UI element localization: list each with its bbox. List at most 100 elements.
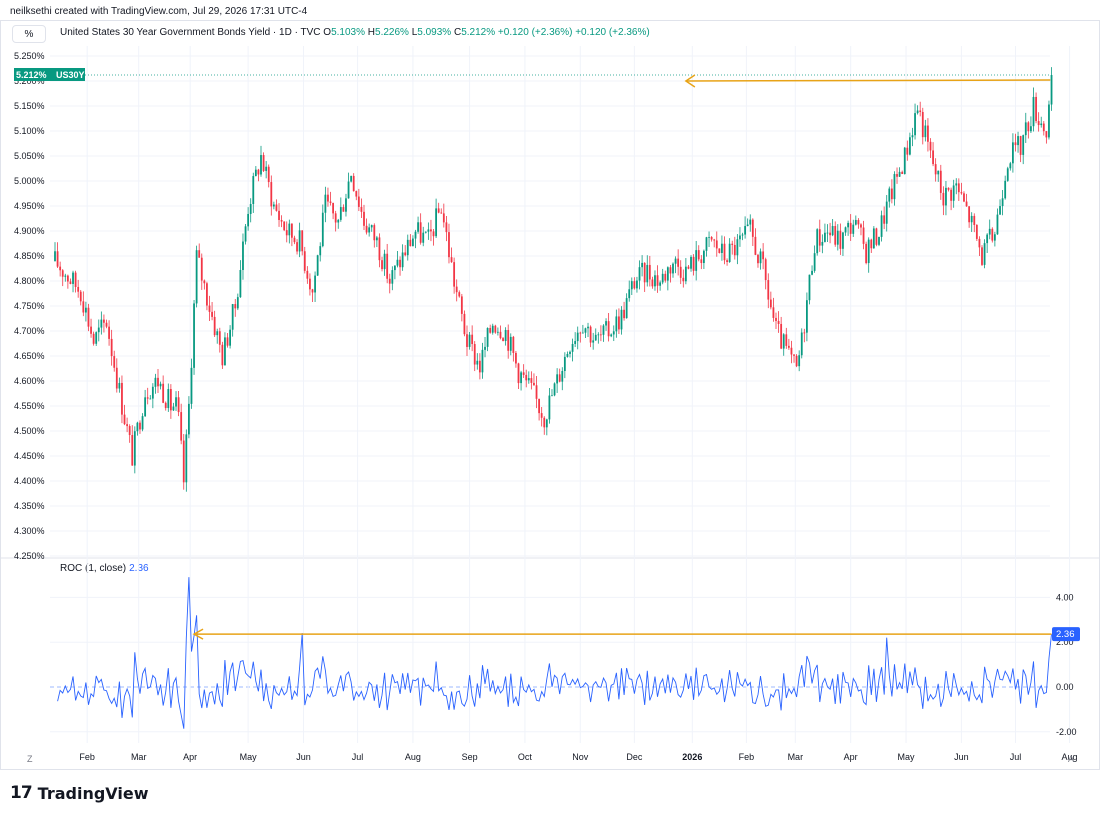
candle-body — [751, 219, 754, 237]
candle-body — [610, 334, 613, 337]
candle-body — [551, 395, 553, 397]
candle-body — [473, 344, 476, 365]
zoom-corner-button[interactable]: Z — [27, 754, 33, 764]
candle-body — [113, 356, 116, 368]
candle-body — [149, 398, 152, 400]
candle-body — [860, 224, 862, 228]
candle-body — [100, 319, 103, 328]
candle-body — [59, 266, 62, 271]
candle-body — [710, 236, 713, 240]
candle-body — [342, 207, 345, 212]
candle-body — [986, 234, 989, 244]
candle-body — [221, 344, 224, 366]
candle-body — [769, 299, 772, 308]
symbol-title[interactable]: United States 30 Year Government Bonds Y… — [60, 27, 321, 38]
candle-body — [314, 275, 316, 293]
candle-body — [785, 334, 788, 346]
candle-body — [790, 347, 793, 355]
candle-body — [921, 111, 924, 138]
candle-body — [687, 266, 690, 269]
candle-body — [965, 201, 968, 207]
candle-body — [236, 297, 239, 309]
candle-body — [211, 311, 213, 317]
candle-body — [772, 307, 775, 318]
time-tick-label: Jul — [352, 752, 364, 762]
roc-tick-label: -2.00 — [1056, 727, 1077, 737]
candle-body — [759, 251, 762, 264]
candle-body — [463, 313, 466, 335]
candle-body — [672, 263, 674, 274]
candle-body — [417, 222, 419, 232]
candle-body — [288, 223, 291, 236]
candle-body — [491, 325, 494, 333]
price-tick-label: 4.650% — [14, 351, 45, 361]
candle-body — [409, 239, 412, 247]
chart-overlays: 5.212% US30Y 2.36 — [14, 68, 1080, 642]
time-tick-label: Nov — [572, 752, 589, 762]
candle-body — [188, 403, 190, 435]
candle-body — [991, 228, 994, 241]
chart-credit: neilksethi created with TradingView.com,… — [10, 6, 308, 17]
candle-body — [867, 239, 870, 264]
candle-body — [291, 223, 293, 238]
candle-body — [934, 164, 937, 175]
candle-body — [332, 202, 334, 214]
time-tick-label: Mar — [788, 752, 804, 762]
candle-body — [296, 242, 298, 252]
candle-body — [705, 237, 708, 251]
price-tick-label: 4.800% — [14, 276, 45, 286]
price-tick-label: 4.500% — [14, 426, 45, 436]
candle-body — [646, 264, 649, 283]
auto-scale-button[interactable]: A — [1068, 754, 1075, 764]
candle-body — [121, 382, 123, 415]
candle-body — [545, 419, 548, 428]
candle-body — [440, 212, 443, 214]
time-tick-label: Oct — [518, 752, 533, 762]
candle-body — [481, 349, 484, 373]
candle-body — [234, 304, 237, 309]
candle-body — [430, 229, 432, 232]
candle-body — [527, 378, 530, 381]
candle-body — [909, 137, 911, 155]
candle-body — [896, 174, 898, 177]
tradingview-logo[interactable]: 17 TradingView — [10, 783, 149, 803]
candle-body — [1009, 163, 1012, 169]
price-tick-label: 5.150% — [14, 101, 45, 111]
candle-body — [903, 147, 906, 175]
time-tick-label: Dec — [626, 752, 643, 762]
candle-body — [690, 256, 692, 269]
legend-high-label: H — [367, 27, 376, 38]
candle-body — [239, 269, 242, 298]
candle-body — [128, 426, 131, 436]
candle-body — [927, 125, 929, 142]
candle-body — [169, 389, 172, 411]
candle-body — [888, 188, 891, 202]
candle-body — [983, 243, 986, 265]
candle-body — [839, 230, 842, 249]
candle-body — [177, 397, 180, 413]
candle-body — [254, 169, 257, 177]
candle-body — [540, 413, 543, 418]
candle-body — [388, 278, 391, 284]
candle-body — [118, 382, 121, 389]
time-tick-label: Apr — [844, 752, 858, 762]
candle-body — [375, 237, 378, 241]
candle-body — [878, 236, 880, 245]
candle-body — [906, 147, 909, 155]
candle-body — [808, 274, 811, 301]
candle-body — [945, 187, 947, 206]
candle-body — [146, 397, 149, 399]
chart-canvas[interactable]: 5.250%5.200%5.150%5.100%5.050%5.000%4.95… — [0, 0, 1100, 770]
candle-body — [285, 230, 288, 236]
candle-body — [618, 316, 620, 330]
candle-body — [883, 215, 886, 224]
candle-body — [723, 243, 726, 261]
candle-body — [654, 275, 656, 287]
candle-body — [525, 374, 528, 381]
candle-body — [543, 417, 546, 428]
candle-body — [56, 251, 59, 267]
candle-body — [72, 272, 74, 284]
legend-change: +0.120 (+2.36%) — [497, 27, 573, 38]
candle-body — [865, 243, 868, 264]
price-scale-unit-button[interactable]: % — [12, 25, 46, 43]
